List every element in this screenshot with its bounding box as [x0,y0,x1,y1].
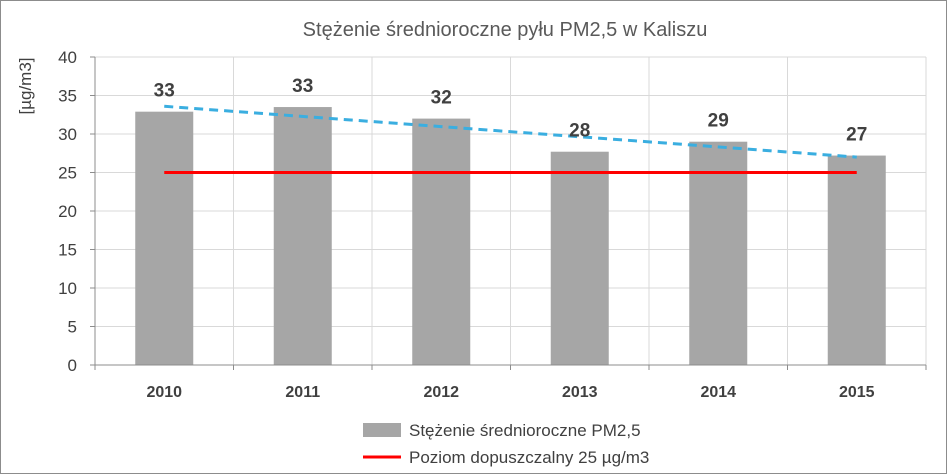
y-tick-label: 35 [58,87,77,106]
data-label: 32 [431,88,452,109]
gridlines [95,56,927,365]
y-axis-label: [µg/m3] [16,57,35,114]
bar [412,118,471,365]
x-tick-label: 2014 [700,384,736,401]
x-tick-label: 2012 [423,384,459,401]
bar [135,111,194,365]
bar [550,151,609,365]
x-tick-label: 2013 [562,384,598,401]
y-tick-label: 20 [58,202,77,221]
trendline [164,104,857,159]
bar [273,107,332,366]
legend: Stężenie średnioroczne PM2,5 Poziom dopus… [363,421,649,467]
data-label: 33 [292,76,313,97]
y-tick-label: 30 [58,125,77,144]
y-tick-label: 0 [68,356,77,375]
y-tick-label: 5 [68,318,77,337]
chart-title: Stężenie średnioroczne pyłu PM2,5 w Kali… [303,19,708,41]
bar [827,155,886,365]
data-label: 33 [154,81,175,102]
data-label: 28 [569,121,590,142]
data-label: 29 [708,111,729,132]
legend-swatch-bar [363,423,401,437]
axes [90,56,927,370]
legend-label-bar: Stężenie średnioroczne PM2,5 [409,421,641,440]
legend-label-limit: Poziom dopuszczalny 25 µg/m3 [409,448,649,467]
x-tick-label: 2010 [146,384,182,401]
y-tick-label: 40 [58,48,77,67]
y-tick-label: 15 [58,241,77,260]
x-tick-label: 2011 [285,384,320,401]
trendline-line [164,104,857,159]
data-labels: 33 33 32 28 29 27 [154,76,868,146]
tick-labels: 0 5 10 15 20 25 30 35 40 2010 2011 2012 2013 2014 2015 [58,48,875,401]
x-tick-label: 2015 [839,384,875,401]
bar [689,141,748,365]
data-label: 27 [846,125,867,146]
y-tick-label: 25 [58,164,77,183]
y-tick-label: 10 [58,279,77,298]
bar-series [135,107,886,366]
